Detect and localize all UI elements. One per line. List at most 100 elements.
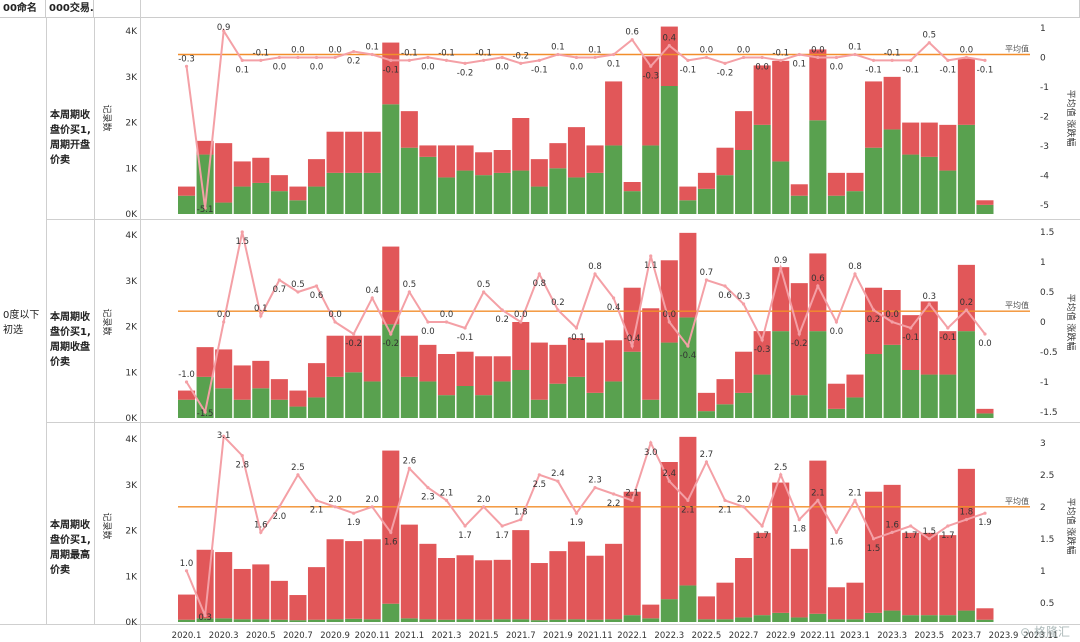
bar-red xyxy=(270,175,288,192)
x-tick-label: 2022.5 xyxy=(692,631,722,641)
y2-tick-label: -1 xyxy=(1040,83,1049,93)
bar-green xyxy=(530,186,548,214)
data-label: -0.4 xyxy=(680,351,697,361)
bar-red xyxy=(289,390,307,407)
data-label: 0.0 xyxy=(755,62,769,72)
line-point xyxy=(259,530,263,535)
data-label: 1.6 xyxy=(830,537,844,547)
bar-red xyxy=(252,360,270,389)
bar-green xyxy=(345,618,363,622)
line-point xyxy=(574,55,579,60)
bar-red xyxy=(827,383,845,409)
line-point xyxy=(444,320,449,324)
bar-green xyxy=(475,175,493,214)
line-point xyxy=(482,505,486,509)
bar-green xyxy=(772,612,790,622)
line-point xyxy=(389,332,393,336)
bar-green xyxy=(437,619,456,622)
y-tick-label: 2K xyxy=(125,527,138,537)
data-label: 1.6 xyxy=(254,520,268,530)
bar-green xyxy=(512,619,530,622)
data-label: 0.0 xyxy=(217,310,231,320)
data-label: -0.2 xyxy=(345,339,362,349)
line-point xyxy=(871,537,876,541)
line-point xyxy=(556,52,560,57)
line-point xyxy=(704,460,709,464)
line-point xyxy=(871,58,876,63)
bar-green xyxy=(642,618,660,622)
bar-green xyxy=(605,145,623,214)
bar-red xyxy=(252,564,270,620)
line-point xyxy=(630,38,634,42)
line-point xyxy=(983,511,987,515)
bar-red xyxy=(178,390,196,400)
line-point xyxy=(352,49,356,54)
line-point xyxy=(314,498,319,502)
group-label: 0度以下初选 xyxy=(3,310,40,336)
line-point xyxy=(519,518,523,522)
line-point xyxy=(909,58,913,63)
data-label: 1.6 xyxy=(384,537,398,547)
data-label: -0.1 xyxy=(940,65,957,75)
data-label: 3.0 xyxy=(644,448,658,458)
bar-green xyxy=(623,615,641,622)
bar-green xyxy=(567,376,585,418)
bar-red xyxy=(493,356,511,382)
bar-red xyxy=(567,127,585,178)
line-point xyxy=(240,230,244,234)
bar-red xyxy=(215,143,233,203)
line-point xyxy=(314,55,319,60)
data-label: 0.5 xyxy=(922,31,936,41)
bar-green xyxy=(289,406,307,418)
line-point xyxy=(723,498,727,502)
y-tick-label: 3K xyxy=(125,73,138,83)
x-tick-label: 2020.7 xyxy=(283,631,313,641)
bar-red xyxy=(196,347,214,377)
bar-green xyxy=(233,399,251,418)
y-tick-label: 2K xyxy=(125,323,138,333)
bar-red xyxy=(976,408,994,414)
header-col1[interactable]: 00命名 xyxy=(0,0,46,18)
data-label: 2.6 xyxy=(403,456,417,466)
watermark: ⊙ 格隆汇 xyxy=(1020,623,1070,640)
bar-red xyxy=(512,530,530,620)
line-point xyxy=(426,486,430,490)
data-label: 1.5 xyxy=(235,237,249,247)
bar-green xyxy=(512,170,530,214)
line-point xyxy=(946,58,950,63)
y-tick-label: 0K xyxy=(125,210,138,220)
line-point xyxy=(853,272,857,276)
data-label: 0.6 xyxy=(811,274,825,284)
line-point xyxy=(482,58,486,63)
line-point xyxy=(370,505,374,509)
bar-green xyxy=(475,619,493,622)
data-label: 0.0 xyxy=(811,45,825,55)
bar-green xyxy=(865,612,883,622)
panel-3: 0K 1K 2K 3K 4K 记录数 0.5 1 1.5 2 2.5 3 平均值 涨跌幅 平均值 1.0 0.… xyxy=(101,431,1077,628)
line-point xyxy=(816,55,820,60)
bar-green xyxy=(549,168,567,214)
y-tick-label: 4K xyxy=(125,435,138,445)
data-label: -0.1 xyxy=(884,48,901,58)
bar-green xyxy=(178,195,196,214)
bar-green xyxy=(363,619,381,622)
bar-green xyxy=(605,619,623,622)
bar-green xyxy=(902,615,920,622)
line-point xyxy=(574,326,579,330)
line-point xyxy=(612,52,616,57)
bar-red xyxy=(679,232,697,318)
data-label: 0.2 xyxy=(960,298,974,308)
line-point xyxy=(463,61,467,65)
bar-green xyxy=(549,619,567,622)
bar-green xyxy=(567,177,585,214)
bar-red xyxy=(976,200,994,205)
data-label: 1.9 xyxy=(570,518,584,528)
data-label: 2.5 xyxy=(533,480,547,490)
bar-red xyxy=(530,563,548,621)
header-col2[interactable]: 000交易... xyxy=(46,0,94,18)
bar-green xyxy=(939,374,957,418)
y2-tick-label: -5 xyxy=(1040,201,1049,211)
data-label: -0.1 xyxy=(531,65,548,75)
bar-red xyxy=(697,392,715,412)
divider xyxy=(46,422,1080,423)
